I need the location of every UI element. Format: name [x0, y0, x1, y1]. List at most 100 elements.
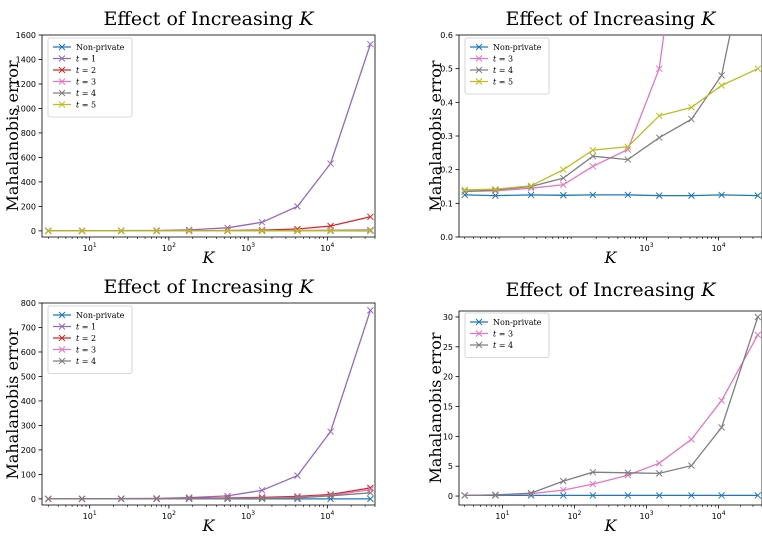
legend-entry: t = 4	[470, 66, 513, 75]
legend-entry: Non-private	[53, 311, 125, 320]
data-point	[589, 492, 597, 499]
y-tick-label: 400	[21, 397, 36, 406]
data-point	[559, 477, 567, 485]
y-tick-label: 20	[443, 373, 453, 382]
x-tick-label: 103	[241, 510, 255, 521]
legend-entry: t = 5	[470, 78, 513, 87]
data-point	[624, 156, 632, 163]
data-point	[117, 495, 125, 503]
y-axis-label: Mahalanobis error	[426, 60, 445, 211]
legend-label: Non-private	[493, 43, 542, 52]
y-tick-label: 1000	[16, 104, 36, 113]
data-point	[185, 227, 193, 235]
chart-3-svg: Effect of Increasing K K Mahalanobis error…	[3, 276, 376, 535]
plot-frame	[458, 310, 762, 506]
legend-entry: t = 4	[53, 89, 96, 98]
y-tick-label: 0.6	[440, 31, 453, 40]
legend-entry: t = 5	[53, 101, 96, 110]
data-point	[327, 492, 334, 500]
y-tick-label: 25	[443, 343, 453, 352]
chart-title: Effect of Increasing K	[104, 8, 316, 30]
data-point	[367, 227, 374, 234]
y-axis-label: Mahalanobis error	[426, 332, 445, 483]
x-axis-label: K	[202, 248, 216, 267]
legend-label: t = 3	[493, 55, 513, 64]
plot-frame	[458, 34, 762, 238]
data-point	[294, 227, 301, 235]
chart-panel-4: Effect of Increasing K K Mahalanobis error…	[381, 268, 762, 536]
y-tick-label: 500	[21, 372, 36, 381]
data-point	[589, 146, 597, 154]
legend-entry: t = 4	[470, 341, 513, 350]
data-point	[327, 160, 334, 167]
data-point	[559, 492, 567, 499]
y-tick-label: 1200	[16, 80, 36, 89]
y-tick-label: 0.5	[440, 65, 453, 74]
x-axis-label: K	[202, 516, 216, 535]
legend-entry: t = 1	[53, 55, 96, 64]
x-tick-label: 101	[83, 242, 97, 253]
data-point	[527, 182, 535, 190]
legend-entry: Non-private	[470, 43, 542, 52]
plot-area	[44, 40, 374, 235]
data-point	[367, 489, 374, 497]
y-tick-label: 600	[21, 348, 36, 357]
data-point	[224, 227, 231, 235]
data-point	[688, 104, 695, 111]
y-tick-label: 0	[31, 227, 36, 236]
data-point	[655, 192, 663, 199]
data-point	[559, 166, 567, 174]
data-point	[754, 313, 762, 321]
y-tick-label: 15	[443, 403, 453, 412]
legend-label: t = 3	[76, 346, 96, 355]
data-point	[527, 191, 535, 199]
x-tick-label: 101	[83, 510, 97, 521]
y-tick-label: 700	[21, 323, 36, 332]
data-point	[754, 65, 762, 73]
y-axis-label: Mahalanobis error	[3, 328, 22, 479]
data-point	[294, 494, 301, 502]
legend-label: t = 4	[493, 341, 513, 350]
x-tick-label: 104	[320, 510, 334, 521]
data-point	[589, 162, 597, 170]
data-point	[327, 227, 334, 235]
legend-label: Non-private	[493, 318, 542, 327]
data-point	[655, 459, 663, 467]
series-line	[464, 68, 759, 191]
chart-1-svg: Effect of Increasing K K Mahalanobis error…	[3, 8, 376, 267]
data-point	[559, 174, 567, 182]
y-tick-label: 10	[443, 432, 453, 441]
data-point	[367, 40, 374, 48]
legend-entry: t = 1	[53, 323, 96, 332]
chart-4-svg: Effect of Increasing K K Mahalanobis error…	[426, 279, 762, 535]
data-point	[224, 495, 231, 502]
data-point	[754, 331, 762, 339]
legend-label: t = 1	[76, 323, 96, 332]
y-tick-label: 0.0	[440, 233, 453, 242]
data-point	[117, 227, 125, 235]
legend: Non-private t = 1 t = 2 t = 3 t = 4 t = 5	[47, 37, 133, 118]
y-tick-label: 0.1	[440, 199, 453, 208]
data-point	[718, 397, 725, 404]
data-point	[655, 492, 663, 499]
y-tick-label: 0	[448, 492, 453, 501]
data-point	[367, 306, 374, 314]
legend-label: t = 4	[76, 357, 96, 366]
data-point	[258, 494, 266, 501]
data-point	[78, 495, 86, 503]
data-point	[559, 181, 567, 189]
series-line	[48, 492, 371, 500]
data-point	[589, 152, 597, 160]
legend: Non-private t = 3 t = 4 t = 5	[464, 37, 550, 95]
legend-entry: t = 3	[53, 78, 96, 87]
data-point	[688, 115, 695, 123]
data-point	[367, 213, 374, 221]
y-tick-label: 800	[21, 129, 36, 138]
legend-entry: t = 3	[470, 55, 513, 64]
y-tick-label: 200	[21, 202, 36, 211]
plot-area	[44, 306, 374, 503]
x-tick-label: 104	[712, 510, 726, 521]
data-point	[718, 424, 725, 431]
legend-entry: Non-private	[470, 318, 542, 327]
x-tick-label: 102	[162, 242, 176, 253]
